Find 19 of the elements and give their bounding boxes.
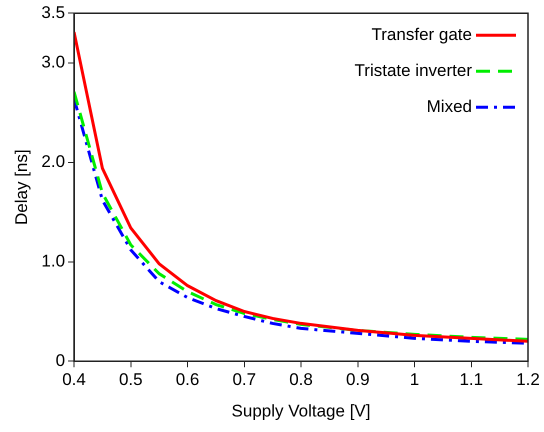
y-axis-title: Delay [ns] — [12, 149, 31, 225]
x-tick-label: 0.9 — [346, 370, 370, 390]
y-tick-label: 3.0 — [41, 52, 66, 72]
y-tick-label: 0 — [56, 350, 66, 370]
legend-label: Tristate inverter — [354, 60, 472, 80]
x-tick-label: 1 — [410, 370, 420, 390]
x-tick-label: 0.7 — [232, 370, 256, 390]
legend-label: Mixed — [426, 96, 472, 116]
x-tick-label: 0.4 — [62, 370, 86, 390]
y-tick-label: 2.0 — [41, 152, 66, 172]
x-tick-label: 0.8 — [289, 370, 313, 390]
y-tick-label: 1.0 — [41, 251, 66, 270]
x-tick-label: 0.5 — [118, 370, 143, 390]
legend-label: Transfer gate — [372, 24, 472, 44]
x-tick-label: 0.6 — [176, 370, 200, 390]
x-tick-label: 1.2 — [516, 370, 540, 390]
x-axis-title: Supply Voltage [V] — [232, 401, 370, 420]
y-tick-label: 3.5 — [41, 2, 66, 22]
x-tick-label: 1.1 — [459, 370, 484, 390]
